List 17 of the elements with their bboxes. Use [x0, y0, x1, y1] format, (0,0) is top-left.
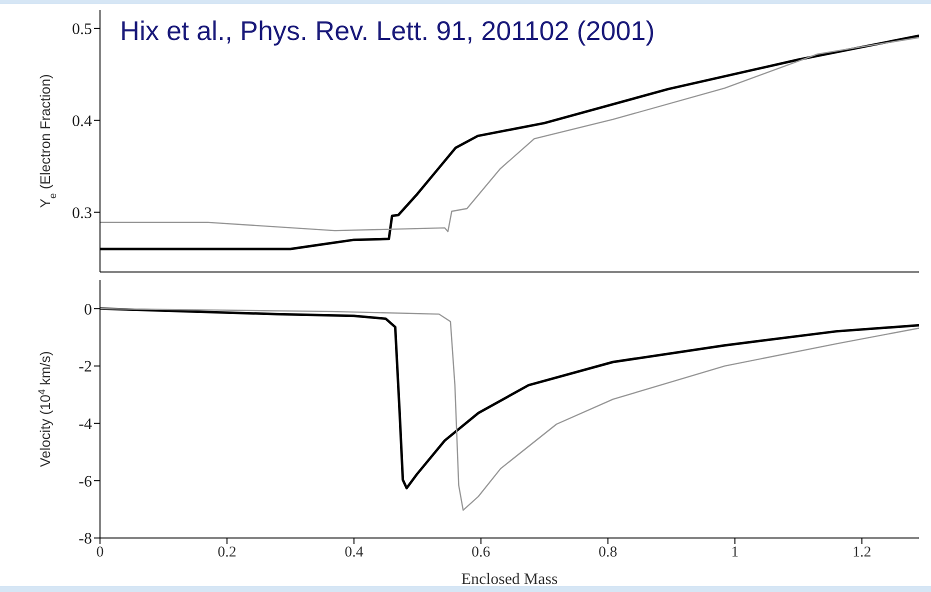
y-tick-label: -8	[78, 530, 92, 548]
y-tick-label: -2	[78, 358, 92, 376]
x-tick-label: 0.4	[344, 544, 364, 561]
y-tick-label: 0.5	[72, 21, 92, 38]
y-tick-label: 0.4	[72, 112, 92, 130]
x-tick-label: 0.2	[218, 544, 236, 561]
x-tick-label: 0.6	[472, 544, 491, 561]
y-tick-label: -6	[78, 473, 92, 490]
x-tick-label: 0	[96, 544, 104, 561]
y-tick-label: 0	[84, 301, 92, 318]
y-tick-label: -4	[78, 416, 92, 434]
x-tick-label: 0.8	[598, 544, 618, 561]
x-axis-title: Enclosed Mass	[461, 571, 558, 588]
x-tick-label: 1.2	[852, 544, 872, 561]
y-tick-label: 0.3	[72, 204, 92, 222]
annotation: Hix et al., Phys. Rev. Lett. 91, 201102 (2001)	[120, 16, 655, 47]
x-tick-label: 1	[731, 544, 739, 561]
